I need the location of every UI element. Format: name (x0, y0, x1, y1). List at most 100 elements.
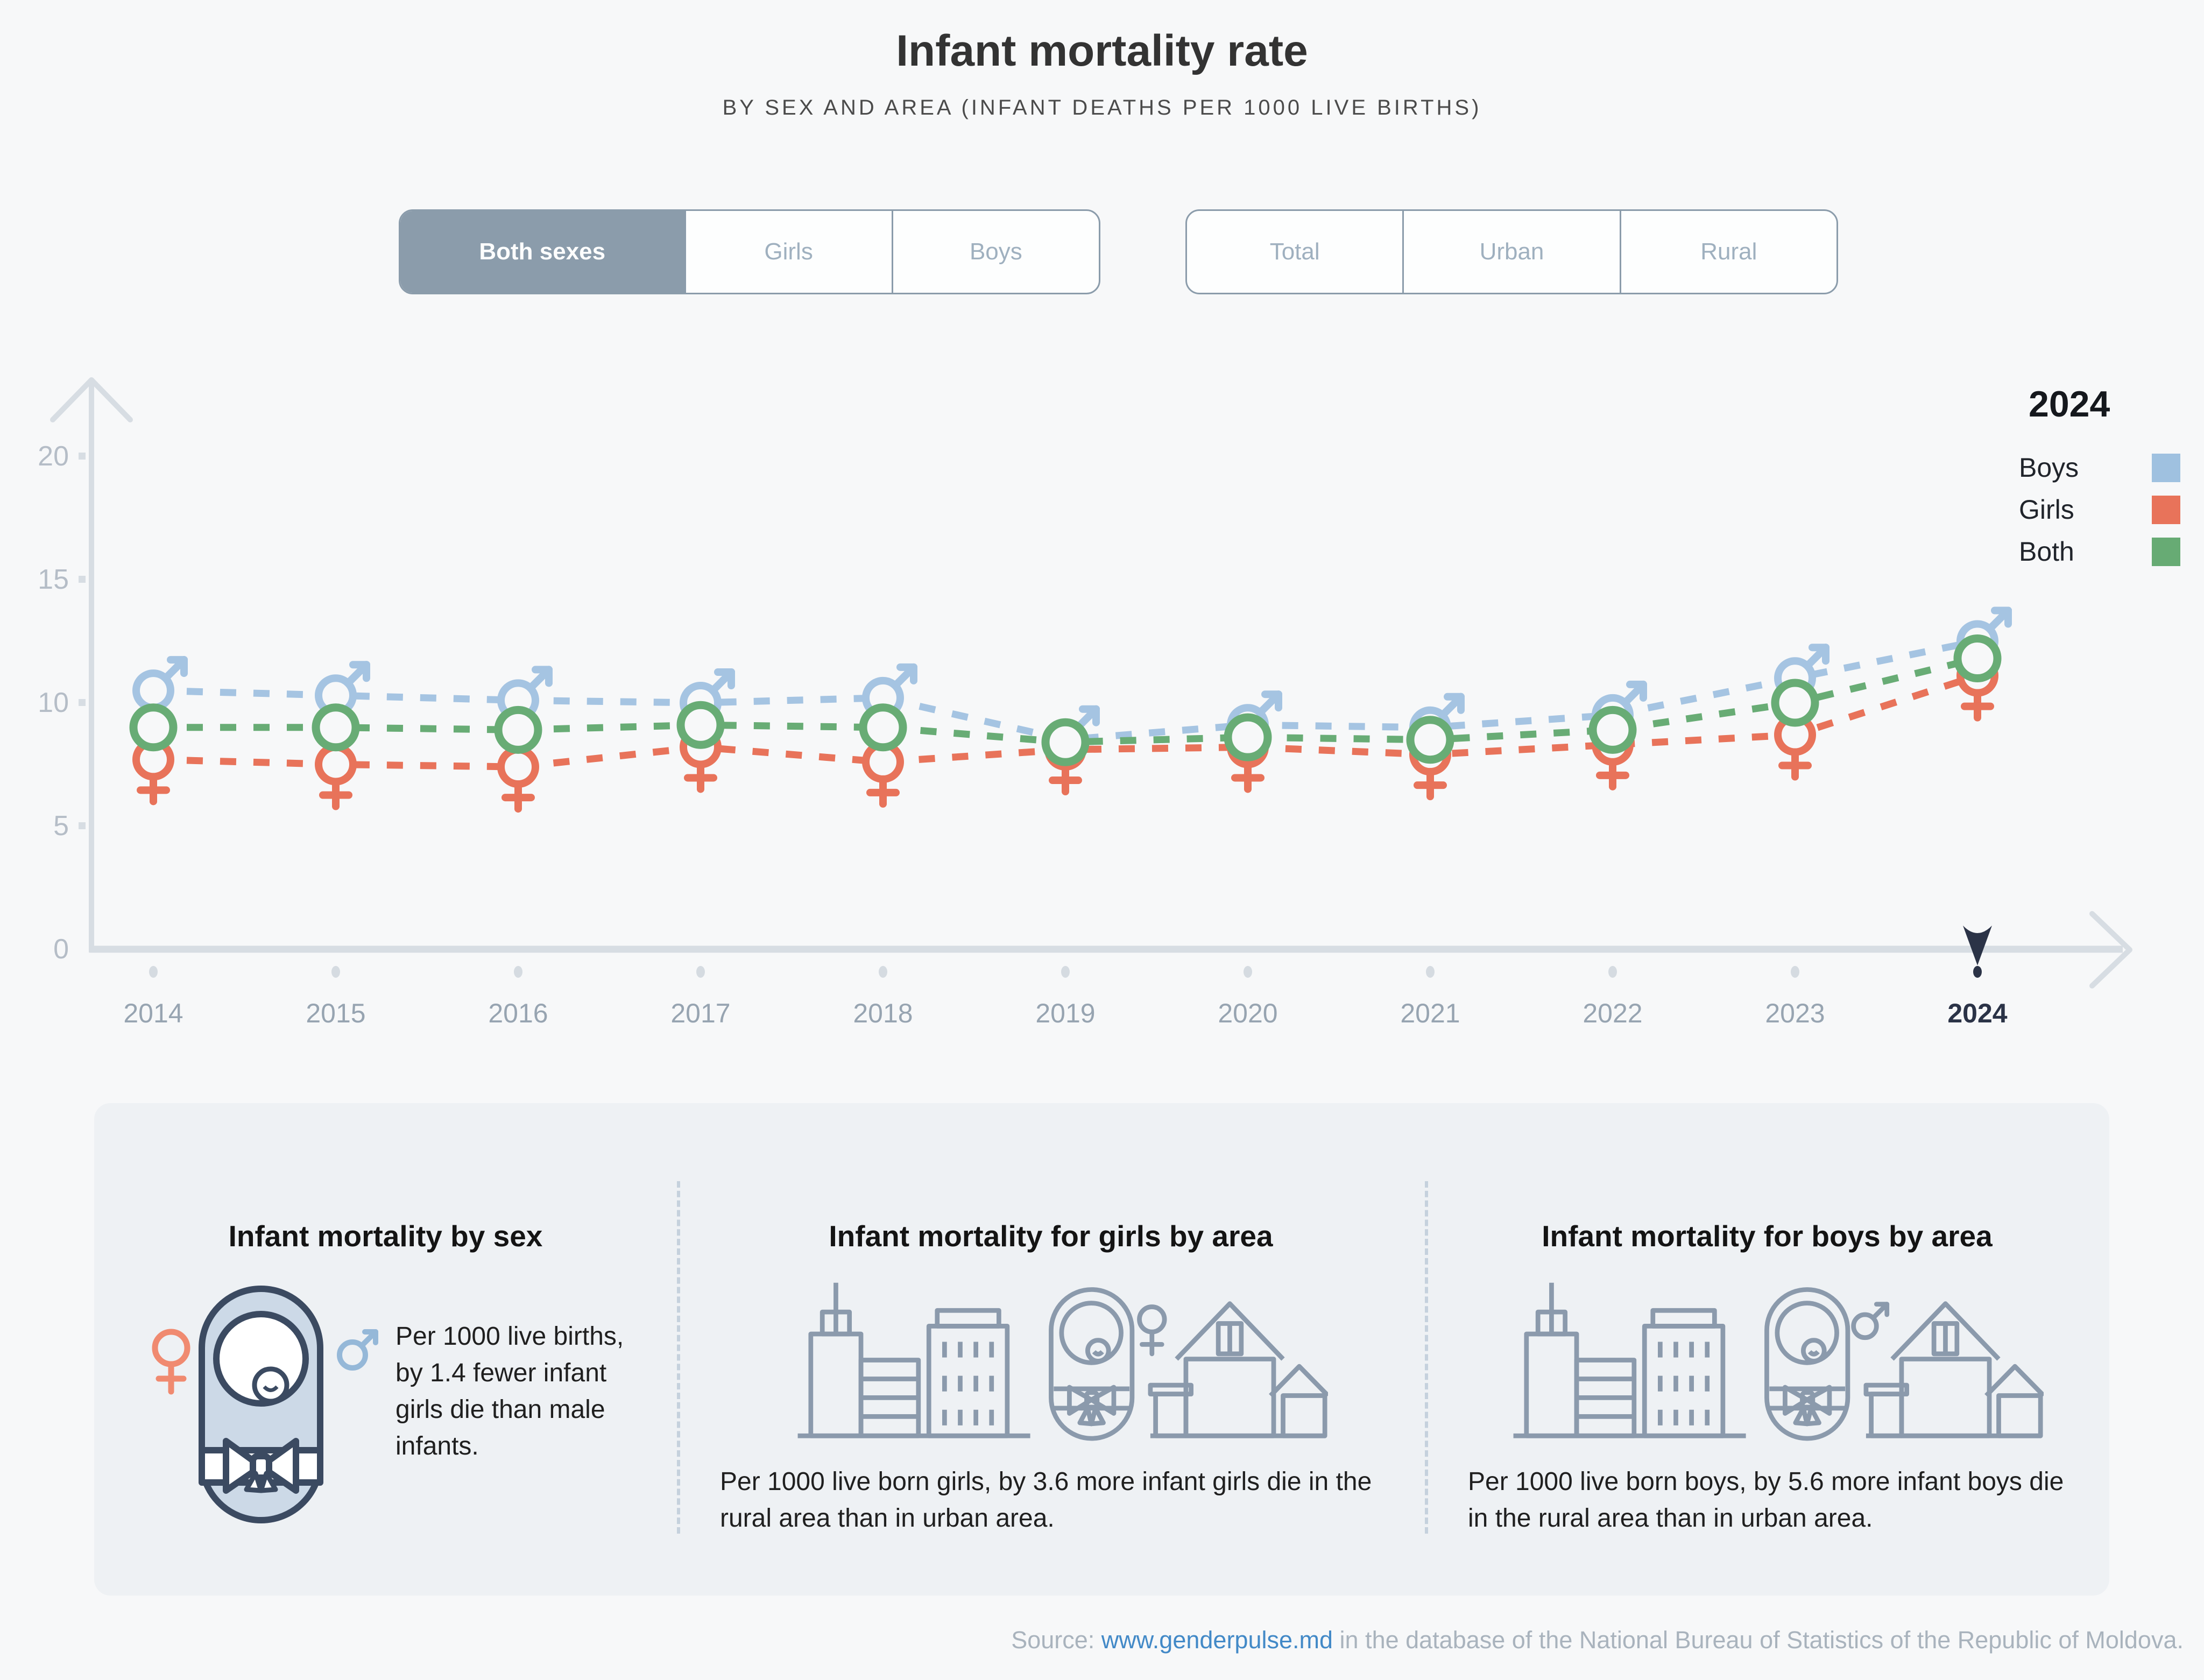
point-both-2015[interactable] (312, 703, 360, 752)
year-dot-2017 (696, 966, 705, 978)
source-suffix: in the database of the National Bureau o… (1333, 1626, 2184, 1654)
rural-house-icon (1863, 1301, 2044, 1438)
point-girls-2023[interactable] (1774, 714, 1816, 781)
x-tick-label-2017[interactable]: 2017 (670, 998, 730, 1028)
point-both-2019[interactable] (1041, 718, 1090, 766)
legend-item-girls[interactable]: Girls (2019, 489, 2180, 531)
source-line: Source: www.genderpulse.md in the databa… (1011, 1626, 2184, 1654)
toggle-urban[interactable]: Urban (1402, 211, 1619, 293)
rural-house-icon (1148, 1301, 1328, 1438)
point-both-2017[interactable] (676, 701, 725, 749)
point-boys-2014[interactable] (132, 656, 188, 712)
year-pointer-icon[interactable] (1963, 926, 1992, 965)
year-dot-2018 (879, 966, 887, 978)
girls-area-icon (797, 1282, 1328, 1441)
point-both-2023[interactable] (1771, 679, 1819, 727)
source-link[interactable]: www.genderpulse.md (1101, 1626, 1333, 1654)
card-text: Per 1000 live born boys, by 5.6 more inf… (1468, 1467, 2064, 1533)
female-symbol-icon (1137, 1304, 1167, 1357)
legend-swatch-boys (2152, 453, 2180, 482)
y-axis-arrow-icon (50, 377, 133, 422)
point-both-2016[interactable] (494, 705, 542, 754)
page-title: Infant mortality rate (896, 26, 1308, 75)
year-dot-2019 (1061, 966, 1070, 978)
city-buildings-icon (1513, 1282, 1746, 1438)
info-panel: Infant mortality by sex (94, 1103, 2109, 1596)
male-symbol-icon (1851, 1302, 1890, 1340)
year-dot-2020 (1244, 966, 1252, 978)
year-dot-2024 (1973, 966, 1982, 978)
x-tick-label-2019[interactable]: 2019 (1035, 998, 1095, 1028)
legend-swatch-girls (2152, 495, 2180, 524)
city-buildings-icon (797, 1282, 1030, 1438)
y-tick-label: 5 (53, 810, 69, 842)
year-dot-2023 (1791, 966, 1799, 978)
year-dot-2015 (331, 966, 340, 978)
legend-item-boys[interactable]: Boys (2019, 447, 2180, 489)
x-tick-label-2015[interactable]: 2015 (306, 998, 365, 1028)
x-tick-label-2024[interactable]: 2024 (1947, 998, 2007, 1028)
year-dot-2021 (1426, 966, 1435, 978)
source-prefix: Source: (1011, 1626, 1101, 1654)
point-girls-2018[interactable] (862, 740, 904, 808)
male-symbol-icon (337, 1329, 378, 1371)
x-tick-label-2014[interactable]: 2014 (123, 998, 183, 1028)
area-toggle: Total Urban Rural (1185, 209, 1838, 294)
legend-item-both[interactable]: Both (2019, 531, 2180, 573)
y-tick-label: 0 (53, 934, 69, 965)
axes: 0 5 10 15 20 2014 2015 2016 2017 2018 2019 2020 2021… (38, 377, 2132, 1028)
baby-girl-icon (1049, 1287, 1167, 1441)
card-text: Per 1000 live births, by 1.4 fewer infan… (395, 1322, 624, 1461)
point-girls-2014[interactable] (132, 738, 174, 806)
year-dot-2014 (149, 966, 158, 978)
point-girls-2015[interactable] (315, 743, 357, 810)
card-divider (677, 1181, 680, 1534)
toggle-both-sexes[interactable]: Both sexes (400, 211, 684, 293)
legend-year: 2024 (2029, 384, 2110, 425)
toggle-rural[interactable]: Rural (1619, 211, 1836, 293)
baby-boy-icon (1764, 1287, 1890, 1441)
y-tick-label: 10 (38, 687, 69, 718)
x-tick-label-2016[interactable]: 2016 (488, 998, 548, 1028)
legend-label: Boys (2019, 453, 2079, 483)
chart-legend: 2024 Boys Girls Both (2019, 383, 2180, 573)
card-text: Per 1000 live born girls, by 3.6 more in… (720, 1467, 1372, 1533)
point-both-2014[interactable] (129, 703, 178, 752)
point-both-2021[interactable] (1406, 716, 1454, 764)
card-title: Infant mortality by sex (228, 1219, 543, 1253)
legend-label: Both (2019, 537, 2074, 567)
boys-area-icon (1513, 1282, 2044, 1441)
x-tick-label-2018[interactable]: 2018 (853, 998, 913, 1028)
legend-swatch-both (2152, 537, 2180, 566)
legend-label: Girls (2019, 495, 2074, 525)
card-mortality-by-sex: Infant mortality by sex (94, 1103, 677, 1596)
year-dot-2022 (1608, 966, 1617, 978)
card-divider (1425, 1181, 1428, 1534)
toggle-girls[interactable]: Girls (684, 211, 892, 293)
card-girls-by-area: Infant mortality for girls by area (677, 1103, 1425, 1596)
point-boys-2015[interactable] (315, 661, 370, 717)
baby-icon (152, 1286, 378, 1523)
x-axis-arrow-icon (2089, 911, 2132, 989)
card-title: Infant mortality for girls by area (829, 1219, 1273, 1253)
female-symbol-icon (152, 1329, 190, 1395)
point-both-2018[interactable] (859, 703, 907, 752)
point-both-2020[interactable] (1224, 713, 1272, 761)
card-title: Infant mortality for boys by area (1542, 1219, 1993, 1253)
point-girls-2016[interactable] (497, 746, 539, 813)
sex-toggle: Both sexes Girls Boys (399, 209, 1100, 294)
series-line-boys (153, 638, 1979, 744)
point-both-2022[interactable] (1588, 705, 1637, 754)
card-boys-by-area: Infant mortality for boys by area (1425, 1103, 2109, 1596)
x-tick-label-2021[interactable]: 2021 (1400, 998, 1460, 1028)
x-tick-label-2023[interactable]: 2023 (1765, 998, 1825, 1028)
year-dot-2016 (514, 966, 522, 978)
x-tick-label-2022[interactable]: 2022 (1583, 998, 1642, 1028)
toggle-boys[interactable]: Boys (891, 211, 1099, 293)
toggle-total[interactable]: Total (1269, 238, 1320, 265)
y-tick-label: 15 (38, 564, 69, 595)
point-both-2024[interactable] (1953, 634, 2002, 683)
x-tick-label-2020[interactable]: 2020 (1218, 998, 1277, 1028)
